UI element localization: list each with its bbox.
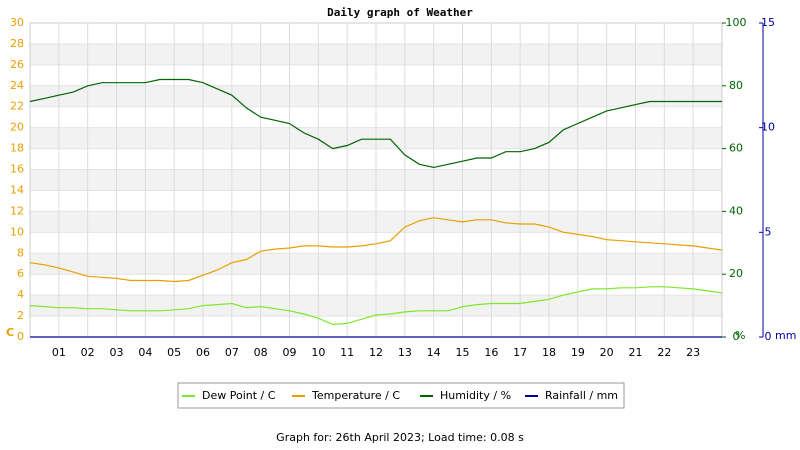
y-tick-label: 20 [10, 121, 24, 134]
x-tick-label: 09 [283, 346, 297, 359]
x-tick-label: 23 [686, 346, 700, 359]
chart-title: Daily graph of Weather [327, 6, 473, 19]
y3-tick-label: 10 [761, 121, 775, 134]
y2-tick-label: 0 [733, 330, 740, 343]
x-tick-label: 21 [629, 346, 643, 359]
x-tick-label: 17 [513, 346, 527, 359]
x-tick-label: 22 [657, 346, 671, 359]
x-tick-label: 20 [600, 346, 614, 359]
x-tick-label: 01 [52, 346, 66, 359]
y-tick-label: 18 [10, 142, 24, 155]
x-tick-label: 05 [167, 346, 181, 359]
x-tick-label: 18 [542, 346, 556, 359]
y3-tick-label: 5 [765, 225, 772, 238]
y-axis-label: C [6, 326, 14, 339]
legend-label: Temperature / C [311, 389, 400, 402]
y-tick-label: 0 [17, 330, 24, 343]
series-line [29, 217, 723, 283]
y-tick-label: 24 [10, 79, 24, 92]
y-tick-label: 14 [10, 183, 24, 196]
x-tick-label: 03 [110, 346, 124, 359]
x-tick-label: 19 [571, 346, 585, 359]
legend-label: Rainfall / mm [545, 389, 618, 402]
series-line [29, 286, 723, 326]
legend-box [177, 382, 625, 409]
footer: Graph for: 26th April 2023; Load time: 0… [276, 431, 524, 444]
y-tick-label: 30 [10, 16, 24, 29]
y-tick-label: 8 [17, 246, 24, 259]
y-tick-label: 4 [17, 288, 24, 301]
y-tick-label: 26 [10, 58, 24, 71]
x-tick-label: 12 [369, 346, 383, 359]
y-tick-label: 22 [10, 100, 24, 113]
legend-label: Dew Point / C [202, 389, 276, 402]
x-tick-label: 08 [254, 346, 268, 359]
x-tick-label: 07 [225, 346, 239, 359]
x-tick-label: 16 [484, 346, 498, 359]
series-line [29, 78, 722, 169]
y3-axis-label: mm [775, 329, 796, 342]
y-tick-label: 6 [17, 267, 24, 280]
y-tick-label: 28 [10, 37, 24, 50]
x-tick-label: 11 [340, 346, 354, 359]
y-tick-label: 10 [10, 225, 24, 238]
y2-tick-label: 100 [726, 16, 747, 29]
y2-tick-label: 60 [729, 142, 743, 155]
y2-tick-label: 80 [729, 79, 743, 92]
x-tick-label: 10 [311, 346, 325, 359]
y3-tick-label: 0 [765, 330, 772, 343]
x-tick-label: 02 [81, 346, 95, 359]
x-tick-label: 13 [398, 346, 412, 359]
y-tick-label: 12 [10, 204, 24, 217]
y3-tick-label: 15 [761, 16, 775, 29]
y-tick-label: 2 [17, 309, 24, 322]
y2-tick-label: 40 [729, 204, 743, 217]
x-tick-label: 15 [456, 346, 470, 359]
x-tick-label: 14 [427, 346, 441, 359]
y2-axis-label: % [735, 329, 745, 342]
y2-tick-label: 20 [729, 267, 743, 280]
x-tick-label: 04 [138, 346, 152, 359]
y-tick-label: 16 [10, 163, 24, 176]
legend-label: Humidity / % [440, 389, 511, 402]
x-tick-label: 06 [196, 346, 210, 359]
